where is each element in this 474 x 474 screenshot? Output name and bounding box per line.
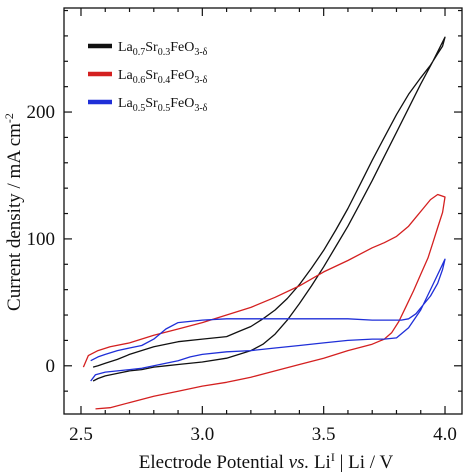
x-axis-title: Electrode Potential vs. LiI | Li / V bbox=[139, 450, 394, 473]
plot-frame bbox=[63, 7, 463, 415]
y-axis-title: Current density / mA cm-2 bbox=[2, 113, 25, 311]
legend: La0.7Sr0.3FeO3-δ La0.6Sr0.4FeO3-δ La0.5Sr0… bbox=[88, 40, 208, 114]
legend-label: La0.6Sr0.4FeO3-δ bbox=[118, 68, 208, 86]
legend-label: La0.5Sr0.5FeO3-δ bbox=[118, 96, 208, 114]
y-tick-label: 100 bbox=[27, 229, 56, 250]
series-layer bbox=[82, 36, 446, 410]
y-tick-label: 0 bbox=[46, 356, 56, 377]
series-line-2 bbox=[82, 193, 446, 410]
series-line-1 bbox=[92, 36, 446, 382]
x-tick-label: 4.0 bbox=[433, 424, 457, 445]
y-tick-label: 200 bbox=[27, 102, 56, 123]
x-tick-label: 2.5 bbox=[69, 424, 93, 445]
axis-ticks bbox=[64, 8, 462, 414]
tick-labels: 2.5 3.0 3.5 4.0 0 100 200 bbox=[27, 102, 457, 445]
x-tick-label: 3.5 bbox=[312, 424, 336, 445]
series-line-3 bbox=[90, 258, 446, 382]
legend-label: La0.7Sr0.3FeO3-δ bbox=[118, 40, 208, 58]
x-tick-label: 3.0 bbox=[190, 424, 214, 445]
